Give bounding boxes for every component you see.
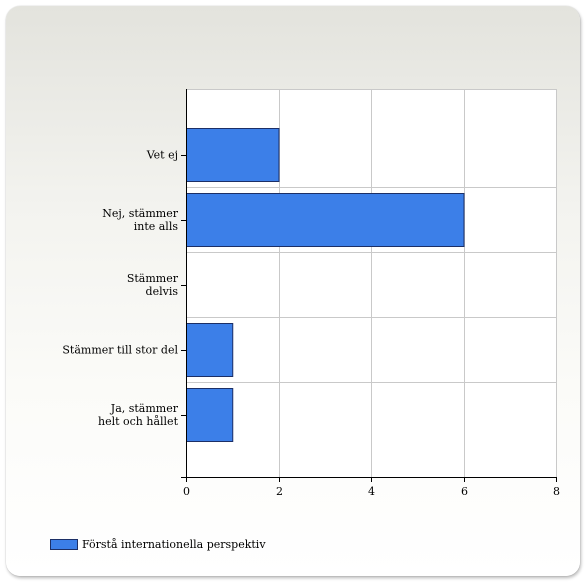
x-tick-label: 8 xyxy=(553,485,560,498)
bar xyxy=(186,388,234,442)
category-label: Stämmer xyxy=(127,272,179,285)
x-tick-label: 0 xyxy=(183,485,190,498)
category-label: Stämmer till stor del xyxy=(62,344,178,357)
bar xyxy=(186,193,465,247)
category-label: delvis xyxy=(146,285,179,298)
bar xyxy=(186,323,234,377)
legend: Förstå internationella perspektiv xyxy=(50,537,266,551)
x-tick-label: 2 xyxy=(276,485,283,498)
x-tick-label: 4 xyxy=(368,485,375,498)
category-label: inte alls xyxy=(134,220,179,233)
category-label: Vet ej xyxy=(146,149,178,162)
legend-label: Förstå internationella perspektiv xyxy=(82,537,266,551)
x-tick-label: 6 xyxy=(461,485,468,498)
bar xyxy=(186,128,280,182)
legend-swatch xyxy=(50,538,78,550)
category-label: helt och hållet xyxy=(98,415,179,428)
category-label: Ja, stämmer xyxy=(110,402,179,415)
category-label: Nej, stämmer xyxy=(102,207,179,220)
